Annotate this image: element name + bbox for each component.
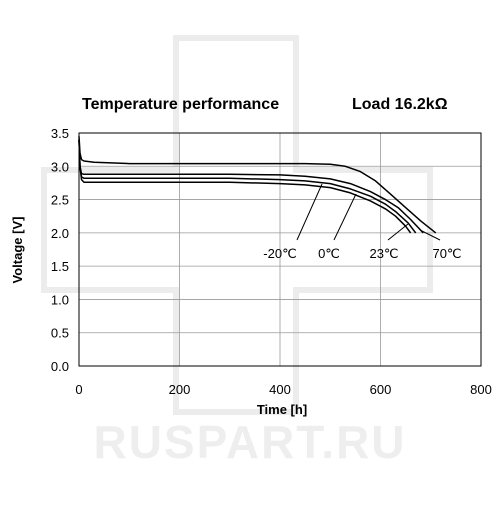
y-tick-label: 1.0 bbox=[51, 292, 69, 307]
series-line-2 bbox=[78, 139, 424, 234]
series-label-3: 70℃ bbox=[432, 246, 461, 261]
series-label-leader-0 bbox=[296, 183, 323, 241]
series-line-1 bbox=[78, 139, 417, 234]
tick-labels: 0 200 400 600 800 0.0 0.5 1.0 1.5 2.0 2.5 3.0 3.5 bbox=[51, 126, 492, 397]
y-tick-label: 1.5 bbox=[51, 259, 69, 274]
series-label-leader-3 bbox=[419, 229, 441, 241]
x-tick-label: 0 bbox=[75, 382, 82, 397]
series-label-leader-1 bbox=[333, 193, 357, 241]
watermark-cross bbox=[41, 35, 433, 415]
series-lines bbox=[78, 136, 437, 234]
series-labels: -20℃ 0℃ 23℃ 70℃ bbox=[263, 183, 462, 261]
y-tick-label: 0.0 bbox=[51, 359, 69, 374]
y-tick-label: 2.0 bbox=[51, 226, 69, 241]
chart-title: Temperature performance bbox=[82, 96, 279, 113]
x-tick-label: 600 bbox=[370, 382, 392, 397]
x-tick-label: 200 bbox=[169, 382, 191, 397]
series-label-leader-2 bbox=[387, 223, 409, 241]
x-axis-label: Time [h] bbox=[257, 402, 307, 417]
series-label-0: -20℃ bbox=[263, 246, 296, 261]
x-tick-label: 400 bbox=[269, 382, 291, 397]
x-tick-label: 800 bbox=[470, 382, 492, 397]
plot-frame bbox=[78, 132, 482, 367]
series-label-1: 0℃ bbox=[318, 246, 340, 261]
series-line-0 bbox=[78, 139, 412, 234]
series-line-3 bbox=[78, 136, 437, 234]
series-label-2: 23℃ bbox=[369, 246, 398, 261]
y-tick-label: 0.5 bbox=[51, 326, 69, 341]
y-tick-label: 3.0 bbox=[51, 159, 69, 174]
y-tick-label: 3.5 bbox=[51, 126, 69, 141]
y-tick-label: 2.5 bbox=[51, 193, 69, 208]
watermark-text: RUSPART.RU bbox=[93, 416, 406, 468]
chart-subtitle: Load 16.2kΩ bbox=[352, 96, 448, 113]
y-axis-label: Voltage [V] bbox=[10, 217, 25, 284]
